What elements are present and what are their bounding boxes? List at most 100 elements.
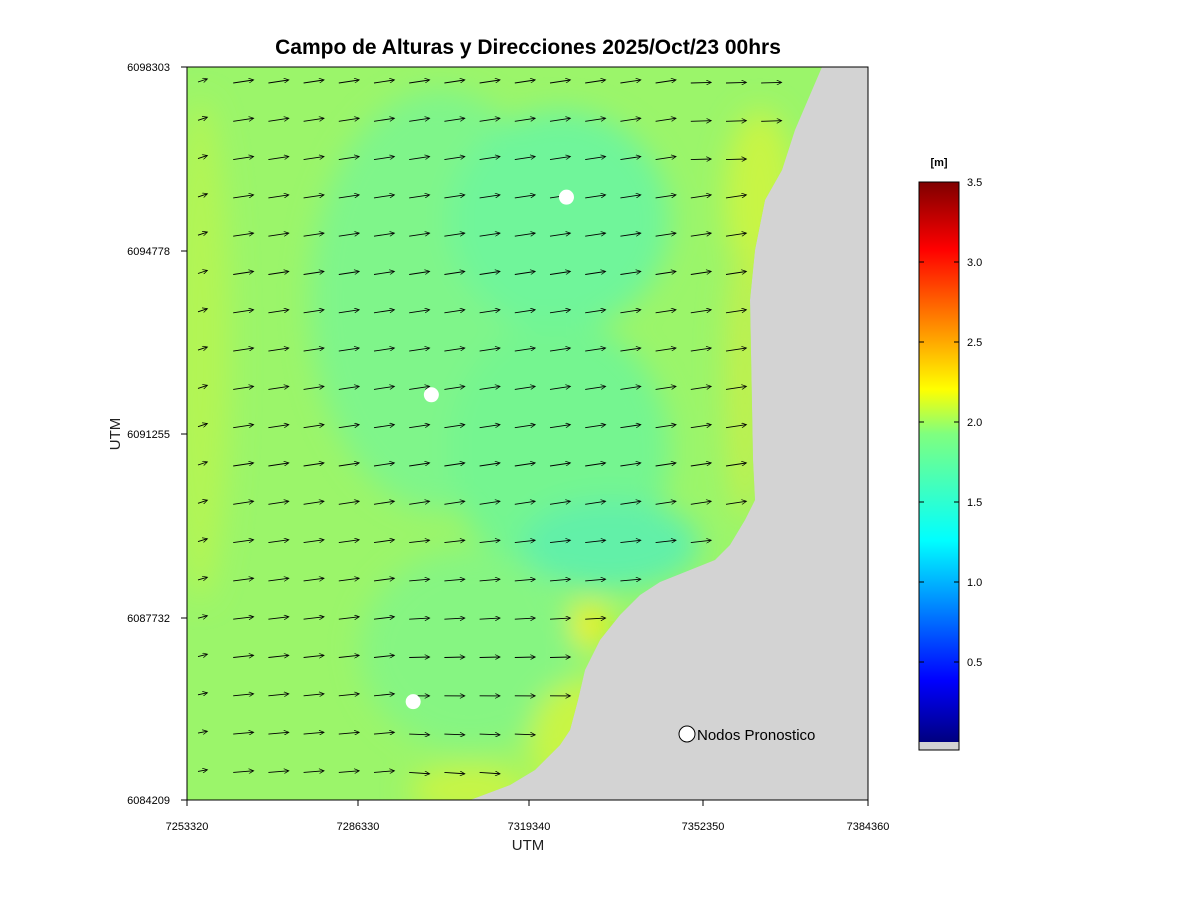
direction-arrow (197, 731, 207, 733)
direction-arrow (444, 233, 464, 237)
colorbar-land-swatch (919, 742, 959, 750)
direction-arrow (373, 771, 394, 773)
colorbar-tick-label: 0.5 (967, 657, 982, 669)
direction-arrow (514, 118, 535, 122)
direction-arrow (585, 157, 605, 161)
direction-arrow (655, 195, 676, 199)
direction-arrow (514, 425, 535, 429)
plot-area (187, 67, 868, 810)
direction-arrow (373, 118, 394, 122)
direction-arrow (197, 616, 207, 618)
direction-arrow (585, 579, 605, 581)
direction-arrow (620, 425, 640, 429)
direction-arrow (479, 463, 500, 467)
direction-arrow (268, 195, 288, 199)
direction-arrow (339, 809, 359, 810)
forecast-node (423, 387, 439, 403)
direction-arrow (549, 579, 570, 581)
direction-arrow (268, 425, 288, 429)
direction-arrow (620, 463, 640, 467)
direction-arrow (197, 424, 207, 427)
direction-arrow (585, 425, 605, 429)
direction-arrow (655, 463, 676, 467)
direction-arrow (233, 233, 253, 237)
direction-arrow (514, 386, 535, 390)
direction-arrow (233, 694, 253, 696)
direction-arrow (409, 233, 429, 237)
direction-arrow (373, 157, 394, 161)
direction-arrow (655, 118, 676, 122)
direction-arrow (549, 540, 570, 542)
direction-arrow (338, 655, 359, 657)
direction-arrow (549, 463, 570, 467)
direction-arrow (479, 80, 500, 84)
direction-arrow (373, 195, 394, 199)
direction-arrow (233, 118, 253, 122)
direction-arrow (197, 500, 207, 503)
direction-arrow (374, 809, 394, 810)
direction-arrow (690, 386, 711, 390)
direction-arrow (409, 579, 429, 581)
direction-arrow (725, 463, 746, 467)
direction-arrow (620, 386, 640, 390)
direction-arrow (338, 386, 359, 390)
direction-arrow (338, 118, 359, 122)
direction-arrow (549, 386, 570, 390)
direction-arrow (444, 579, 464, 581)
direction-arrow (549, 425, 570, 429)
direction-arrow (373, 233, 394, 237)
direction-arrow (690, 425, 711, 429)
legend-node-marker (678, 725, 696, 743)
direction-arrow (725, 121, 746, 122)
x-axis-label: UTM (512, 837, 545, 854)
direction-arrow (725, 348, 746, 352)
direction-arrow (690, 82, 711, 83)
colorbar-unit: [m] (930, 157, 947, 169)
direction-arrow (303, 233, 324, 237)
direction-arrow (338, 694, 359, 696)
direction-arrow (690, 159, 711, 160)
direction-arrow (303, 310, 324, 314)
direction-arrow (725, 425, 746, 429)
direction-arrow (268, 578, 288, 581)
direction-arrow (514, 540, 535, 542)
direction-arrow (268, 617, 288, 619)
direction-arrow (197, 271, 207, 274)
direction-arrow (233, 578, 253, 581)
direction-arrow (479, 118, 500, 122)
direction-arrow (268, 809, 288, 810)
direction-arrow (585, 540, 605, 542)
direction-arrow (373, 732, 394, 734)
colorbar-tick-label: 2.0 (967, 417, 982, 429)
direction-arrow (197, 539, 207, 542)
direction-arrow (409, 118, 429, 122)
direction-arrow (373, 425, 394, 429)
direction-arrow (197, 462, 207, 465)
direction-arrow (655, 80, 676, 84)
direction-arrow (303, 578, 324, 581)
direction-arrow (303, 386, 324, 390)
direction-arrow (233, 771, 253, 773)
direction-arrow (655, 425, 676, 429)
colorbar-gradient (919, 182, 959, 742)
direction-arrow (479, 386, 500, 390)
direction-arrow (479, 425, 500, 429)
direction-arrow (620, 272, 640, 275)
forecast-node (558, 189, 574, 205)
direction-arrow (409, 501, 429, 505)
direction-arrow (479, 310, 500, 314)
direction-arrow (268, 80, 288, 84)
y-tick-label: 6098303 (127, 62, 170, 74)
direction-arrow (585, 310, 605, 314)
direction-arrow (338, 540, 359, 543)
direction-arrow (444, 501, 464, 505)
direction-arrow (197, 156, 207, 159)
direction-arrow (197, 232, 207, 235)
direction-arrow (514, 463, 535, 467)
direction-arrow (514, 618, 535, 619)
direction-arrow (444, 425, 464, 429)
direction-arrow (373, 463, 394, 467)
direction-arrow (620, 233, 640, 237)
direction-arrow (620, 348, 640, 352)
direction-arrow (479, 618, 500, 619)
